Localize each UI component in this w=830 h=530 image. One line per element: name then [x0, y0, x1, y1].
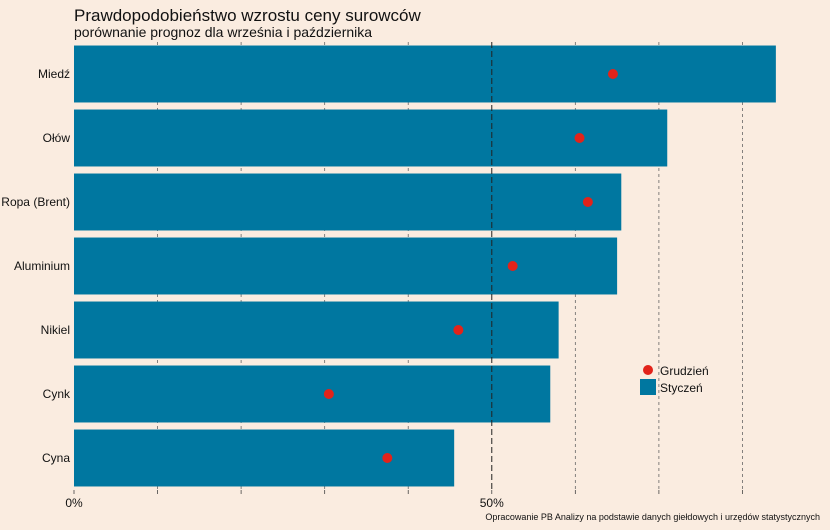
- category-label: Aluminium: [14, 259, 70, 273]
- point: [607, 69, 618, 79]
- bar: [74, 45, 776, 103]
- point: [507, 261, 518, 271]
- source-caption: Opracowanie PB Analizy na podstawie dany…: [485, 512, 820, 522]
- bars: [74, 45, 776, 487]
- bar: [74, 237, 618, 295]
- category-label: Nikiel: [41, 323, 70, 337]
- bar: [74, 109, 668, 167]
- category-label: Cynk: [43, 387, 71, 401]
- category-label: Cyna: [42, 451, 70, 465]
- point: [382, 453, 393, 463]
- point: [582, 197, 593, 207]
- x-tick-label: 50%: [480, 496, 504, 510]
- category-label: Ołów: [43, 131, 71, 145]
- bar: [74, 365, 551, 423]
- point: [323, 389, 334, 399]
- points: [323, 69, 618, 463]
- x-tick-label: 0%: [65, 496, 83, 510]
- category-label: Miedź: [38, 67, 70, 81]
- legend: Grudzień Styczeń: [640, 364, 709, 395]
- legend-label-grudzien: Grudzień: [660, 364, 709, 378]
- point: [453, 325, 464, 335]
- x-axis-ticks: 0% 50%: [65, 490, 743, 510]
- chart-title: Prawdopodobieństwo wzrostu ceny surowców: [74, 6, 421, 25]
- chart-subtitle: porównanie prognoz dla września i paździ…: [74, 24, 373, 40]
- category-labels: Miedź Ołów Ropa (Brent) Aluminium Nikiel Cynk…: [1, 67, 71, 465]
- point: [574, 133, 585, 143]
- category-label: Ropa (Brent): [1, 195, 70, 209]
- legend-label-styczen: Styczeń: [660, 381, 703, 395]
- legend-marker-grudzien: [643, 365, 653, 375]
- bar: [74, 173, 622, 231]
- bar: [74, 301, 559, 359]
- bar: [74, 429, 455, 487]
- legend-swatch-styczen: [640, 379, 656, 395]
